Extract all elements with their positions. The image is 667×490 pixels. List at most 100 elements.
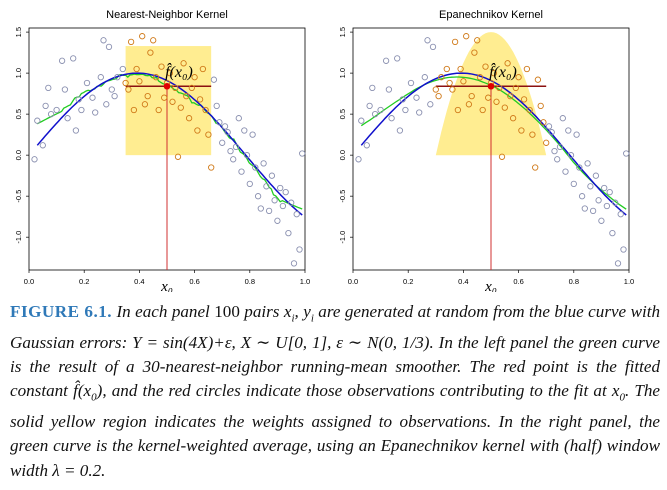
data-point xyxy=(402,106,409,114)
data-point xyxy=(47,110,55,118)
data-point xyxy=(534,76,542,83)
data-point xyxy=(227,147,234,155)
data-point xyxy=(498,153,506,160)
caption-text: . In the left panel the green curve is t… xyxy=(10,332,661,401)
data-point xyxy=(388,115,395,122)
data-point xyxy=(515,74,522,81)
y-tick-label: 0.0 xyxy=(14,150,23,160)
data-point xyxy=(34,117,41,124)
y-tick-label: 1.5 xyxy=(338,27,347,37)
x-tick-label: 0.8 xyxy=(569,277,579,286)
data-point xyxy=(260,160,267,167)
data-point xyxy=(268,172,276,179)
data-point xyxy=(78,106,85,114)
data-point xyxy=(169,98,176,105)
data-point xyxy=(263,183,270,190)
data-point xyxy=(271,197,278,204)
data-point xyxy=(177,104,184,111)
data-point xyxy=(210,76,218,83)
data-point xyxy=(221,123,229,130)
data-point xyxy=(567,152,575,159)
data-point xyxy=(133,65,140,73)
data-point xyxy=(45,84,52,92)
data-point xyxy=(152,74,160,81)
data-point xyxy=(457,65,464,73)
data-point xyxy=(371,110,379,118)
data-point xyxy=(609,229,616,237)
data-point xyxy=(603,202,611,210)
data-point xyxy=(205,131,212,138)
x-tick-label: 0.4 xyxy=(134,277,144,286)
data-point xyxy=(501,104,508,111)
data-point xyxy=(562,168,569,175)
y-tick-label: 0.0 xyxy=(338,150,347,160)
data-point xyxy=(100,37,107,44)
data-point xyxy=(623,150,630,157)
data-point xyxy=(366,102,373,110)
data-point xyxy=(285,229,292,237)
caption-math: yi xyxy=(303,302,314,325)
data-point xyxy=(537,102,544,110)
data-point xyxy=(573,131,580,138)
data-point xyxy=(213,102,220,110)
data-point xyxy=(139,33,146,40)
caption-math: 100 xyxy=(214,302,240,321)
data-point xyxy=(166,69,173,77)
data-point xyxy=(559,115,566,122)
x-tick-label: 1.0 xyxy=(300,277,310,286)
data-point xyxy=(377,106,384,114)
data-point xyxy=(512,84,519,92)
data-point xyxy=(277,184,284,192)
x0-label: x₀ xyxy=(484,279,497,292)
caption-text: . The solid yellow region indicates the … xyxy=(10,381,660,480)
data-point xyxy=(299,150,306,157)
data-point xyxy=(185,115,193,122)
data-point xyxy=(125,86,132,93)
data-point xyxy=(355,156,362,163)
data-point xyxy=(518,127,525,134)
data-point xyxy=(39,142,46,149)
data-point xyxy=(451,38,459,46)
data-point xyxy=(526,106,533,114)
x-tick-label: 0.2 xyxy=(79,277,89,286)
x0-label: x₀ xyxy=(160,279,173,292)
data-point xyxy=(496,84,503,92)
data-point xyxy=(243,152,251,159)
data-point xyxy=(199,65,207,73)
caption-text: pairs xyxy=(239,302,284,321)
data-point xyxy=(589,207,597,215)
data-point xyxy=(224,129,231,136)
data-point xyxy=(75,96,82,103)
data-point xyxy=(246,180,253,188)
plot-panel: Nearest-Neighbor Kernel 0.0 0.2 0.4 0.6 0.8 1.… xyxy=(14,9,310,292)
data-point xyxy=(61,86,69,93)
x-tick-label: 0.6 xyxy=(189,277,199,286)
panel-title: Nearest-Neighbor Kernel xyxy=(106,9,228,21)
data-point xyxy=(188,84,195,92)
y-tick-label: 1.0 xyxy=(338,68,347,78)
data-point xyxy=(238,168,245,175)
data-point xyxy=(443,65,450,73)
data-point xyxy=(385,86,393,93)
data-point xyxy=(174,153,182,160)
data-point xyxy=(274,217,281,224)
data-point xyxy=(158,63,165,70)
data-point xyxy=(504,60,511,67)
figure-panels: Nearest-Neighbor Kernel 0.0 0.2 0.4 0.6 0.8 1.… xyxy=(14,9,634,292)
x-tick-label: 0.4 xyxy=(458,277,468,286)
data-point xyxy=(194,127,201,134)
data-point xyxy=(584,160,591,167)
data-point xyxy=(70,55,77,62)
caption-text: are generated at random from the blue cu… xyxy=(10,302,661,352)
data-point xyxy=(612,199,619,206)
data-point xyxy=(219,139,226,146)
data-point xyxy=(296,246,303,253)
data-point xyxy=(523,65,531,73)
caption-math: f̂(x0) xyxy=(73,381,103,404)
data-point xyxy=(103,101,110,108)
data-point xyxy=(293,211,300,218)
data-point xyxy=(288,199,295,206)
data-point xyxy=(474,37,481,44)
data-point xyxy=(471,49,478,56)
data-point xyxy=(235,115,242,122)
